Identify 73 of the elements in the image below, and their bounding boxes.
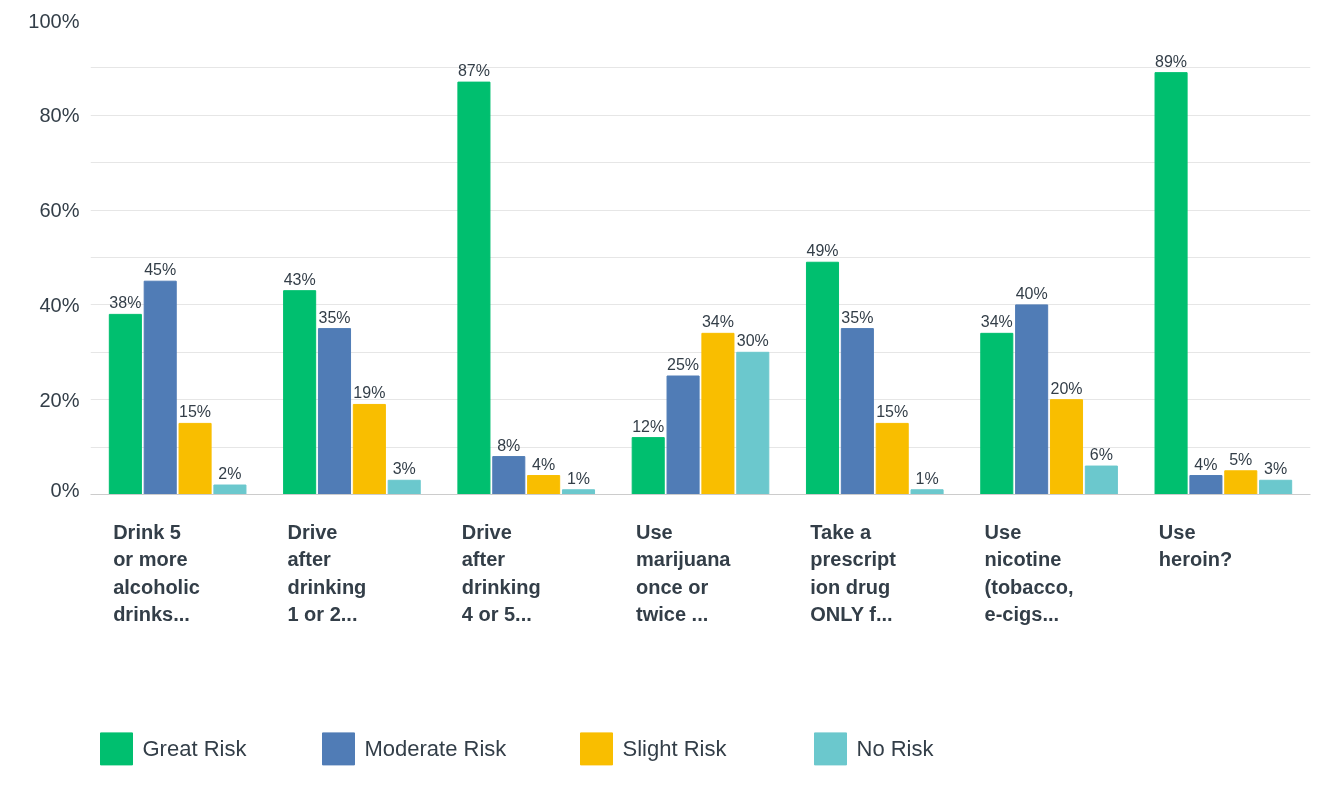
bar (910, 489, 944, 495)
data-label: 40% (1015, 284, 1048, 302)
bar (1189, 475, 1223, 495)
bar (736, 351, 770, 495)
bar (283, 290, 317, 495)
y-tick-label: 0% (50, 478, 80, 501)
y-tick-label: 40% (39, 293, 80, 316)
data-label: 34% (980, 313, 1013, 331)
bar (317, 328, 352, 495)
y-tick-label: 20% (39, 388, 80, 411)
data-label: 4% (1194, 455, 1218, 473)
data-label: 45% (144, 261, 177, 279)
bar (840, 328, 874, 495)
legend-label: Slight Risk (622, 736, 728, 762)
data-label: 2% (218, 465, 242, 483)
bar (875, 422, 909, 495)
bar (143, 280, 177, 495)
bar (1049, 399, 1084, 495)
bar (352, 403, 386, 495)
bar (1084, 465, 1118, 495)
bar (457, 81, 491, 495)
bar (561, 489, 596, 495)
data-label: 35% (841, 308, 874, 326)
bar (1015, 304, 1049, 495)
bar (666, 375, 700, 495)
data-label: 34% (701, 313, 734, 331)
bar (1224, 470, 1258, 495)
x-tick-label: Drive after drinking 1 or 2... (287, 520, 367, 625)
data-label: 38% (109, 294, 142, 312)
x-tick-label: Use nicotine (tobacco, e-cigs... (984, 520, 1074, 625)
data-label: 1% (566, 469, 591, 487)
data-label: 19% (353, 384, 386, 402)
data-label: 89% (1155, 52, 1188, 70)
y-tick-label: 60% (39, 199, 80, 222)
data-label: 12% (632, 417, 665, 435)
data-label: 35% (318, 308, 351, 326)
legend-label: No Risk (856, 736, 935, 762)
bar (108, 313, 142, 495)
data-label: 1% (915, 469, 939, 487)
data-label: 3% (1264, 460, 1288, 478)
x-tick-label: Use heroin? (1158, 520, 1233, 570)
x-tick-label: Use marijuana once or twice ... (636, 520, 732, 625)
data-label: 43% (283, 270, 316, 288)
data-label: 3% (392, 460, 416, 478)
bar (980, 332, 1014, 495)
data-label: 49% (806, 242, 839, 260)
data-label: 4% (532, 455, 556, 473)
data-label: 6% (1089, 446, 1113, 464)
data-label: 87% (457, 62, 490, 80)
x-tick-label: Drive after drinking 4 or 5... (461, 520, 541, 625)
legend-label: Great Risk (142, 736, 248, 762)
y-tick-label: 100% (28, 9, 80, 32)
y-tick-label: 80% (39, 104, 80, 127)
data-label: 5% (1229, 450, 1253, 468)
bar (1154, 72, 1188, 495)
data-label: 20% (1050, 379, 1083, 397)
bar (387, 479, 421, 495)
bar (631, 437, 665, 495)
bar (178, 422, 212, 495)
bar (492, 456, 526, 495)
bar (213, 484, 247, 495)
bar (1259, 479, 1293, 495)
bar (701, 332, 735, 495)
bar (805, 261, 840, 495)
bar (527, 475, 561, 495)
data-label: 15% (179, 403, 212, 421)
data-label: 25% (667, 356, 700, 373)
data-label: 8% (497, 436, 521, 454)
data-label: 15% (876, 403, 909, 421)
x-tick-label: Drink 5 or more alcoholic drinks... (113, 520, 200, 625)
x-tick-label: Take a prescript ion drug ONLY f... (810, 520, 897, 625)
legend-label: Moderate Risk (364, 736, 508, 762)
data-label: 30% (736, 332, 769, 350)
